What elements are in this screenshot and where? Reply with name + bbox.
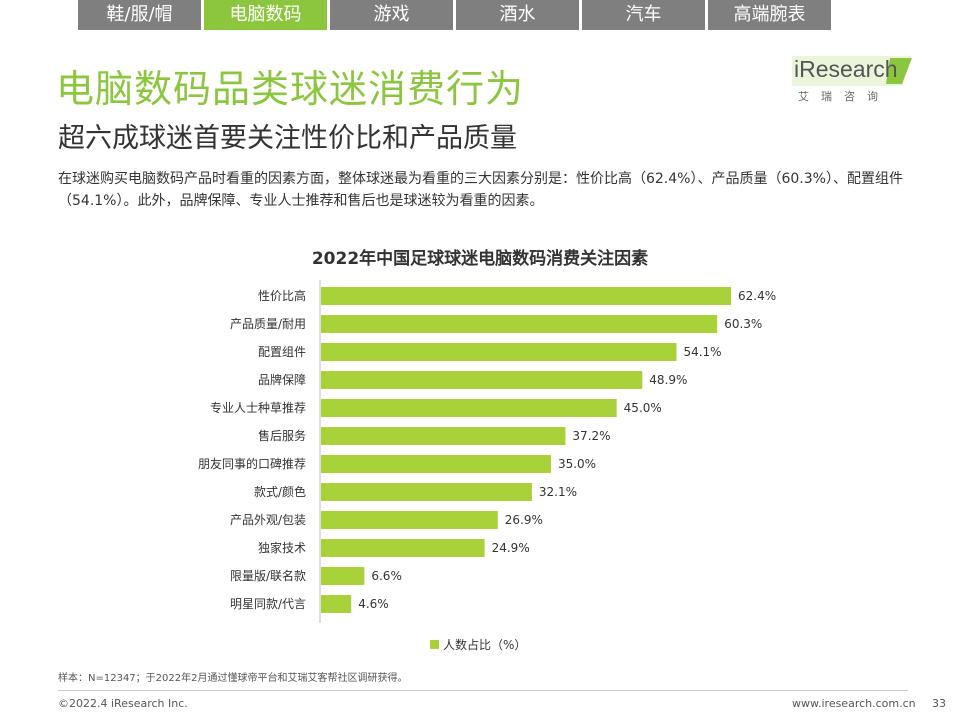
tab-shoes-clothing[interactable]: 鞋/服/帽 xyxy=(78,0,201,30)
data-label: 6.6% xyxy=(371,569,402,583)
page-subtitle: 超六成球迷首要关注性价比和产品质量 xyxy=(58,123,517,154)
data-label: 54.1% xyxy=(683,345,721,359)
data-label: 60.3% xyxy=(724,317,762,331)
category-label: 独家技术 xyxy=(258,540,306,555)
data-label: 45.0% xyxy=(624,401,662,415)
chart-title: 2022年中国足球球迷电脑数码消费关注因素 xyxy=(311,249,649,269)
category-label: 售后服务 xyxy=(258,428,306,443)
source-note: 样本：N=12347；于2022年2月通过懂球帝平台和艾瑞艾客帮社区调研获得。 xyxy=(58,673,408,684)
logo-mark-icon xyxy=(792,56,912,86)
logo-subtext: 艾瑞咨询 xyxy=(798,90,890,103)
logo-text: iResearch xyxy=(794,56,898,82)
bar-chart: 性价比高 62.4% 产品质量/耐用 60.3% 配置组件 54.1% 品牌保障 48.9% 专… xyxy=(198,280,776,623)
category-label: 性价比高 xyxy=(258,288,306,303)
data-label: 37.2% xyxy=(572,429,610,443)
tab-liquor[interactable]: 酒水 xyxy=(456,0,579,30)
legend-label: 人数占比（%） xyxy=(443,638,527,652)
tab-cars[interactable]: 汽车 xyxy=(582,0,705,30)
summary-text: 在球迷购买电脑数码产品时看重的因素方面，整体球迷最为看重的三大因素分别是：性价比… xyxy=(58,171,903,209)
bar xyxy=(321,287,731,305)
data-label: 35.0% xyxy=(558,457,596,471)
tab-games[interactable]: 游戏 xyxy=(330,0,453,30)
data-label: 26.9% xyxy=(505,513,543,527)
category-label: 产品质量/耐用 xyxy=(230,317,306,331)
bar xyxy=(321,455,551,473)
data-label: 4.6% xyxy=(358,597,389,611)
data-label: 48.9% xyxy=(649,373,687,387)
category-tabs: 鞋/服/帽 电脑数码 游戏 酒水 汽车 高端腕表 xyxy=(78,0,834,30)
bar xyxy=(321,539,485,557)
iresearch-logo: iResearch 艾瑞咨询 xyxy=(790,54,918,106)
category-label: 款式/颜色 xyxy=(254,484,306,499)
data-label: 24.9% xyxy=(492,541,530,555)
bar xyxy=(321,371,643,389)
page-title: 电脑数码品类球迷消费行为 xyxy=(56,67,525,111)
page-number: 33 xyxy=(932,697,946,710)
category-label: 产品外观/包装 xyxy=(230,513,306,527)
bar xyxy=(321,483,532,501)
category-label: 专业人士种草推荐 xyxy=(210,400,306,415)
legend-swatch xyxy=(430,640,439,649)
bar xyxy=(321,511,498,529)
bar xyxy=(321,343,677,361)
bar xyxy=(321,427,566,445)
category-label: 限量版/联名款 xyxy=(230,568,306,583)
bar xyxy=(321,595,352,613)
footer-divider xyxy=(58,690,908,691)
category-label: 明星同款/代言 xyxy=(230,597,306,611)
category-label: 朋友同事的口碑推荐 xyxy=(198,456,306,471)
category-label: 品牌保障 xyxy=(258,372,306,387)
data-label: 32.1% xyxy=(539,485,577,499)
bar xyxy=(321,567,365,585)
bar xyxy=(321,399,617,417)
tab-computer-digital[interactable]: 电脑数码 xyxy=(204,0,327,30)
data-label: 62.4% xyxy=(738,289,776,303)
bar xyxy=(321,315,718,333)
copyright: ©2022.4 iResearch Inc. xyxy=(58,697,188,710)
website-link[interactable]: www.iresearch.com.cn xyxy=(792,697,916,710)
category-label: 配置组件 xyxy=(258,345,306,359)
chart-legend: 人数占比（%） xyxy=(430,636,526,653)
tab-luxury-watches[interactable]: 高端腕表 xyxy=(708,0,831,30)
